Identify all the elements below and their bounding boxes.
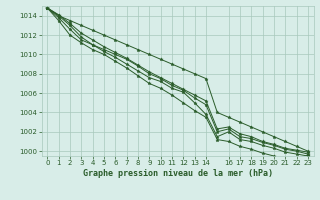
X-axis label: Graphe pression niveau de la mer (hPa): Graphe pression niveau de la mer (hPa) [83, 169, 273, 178]
